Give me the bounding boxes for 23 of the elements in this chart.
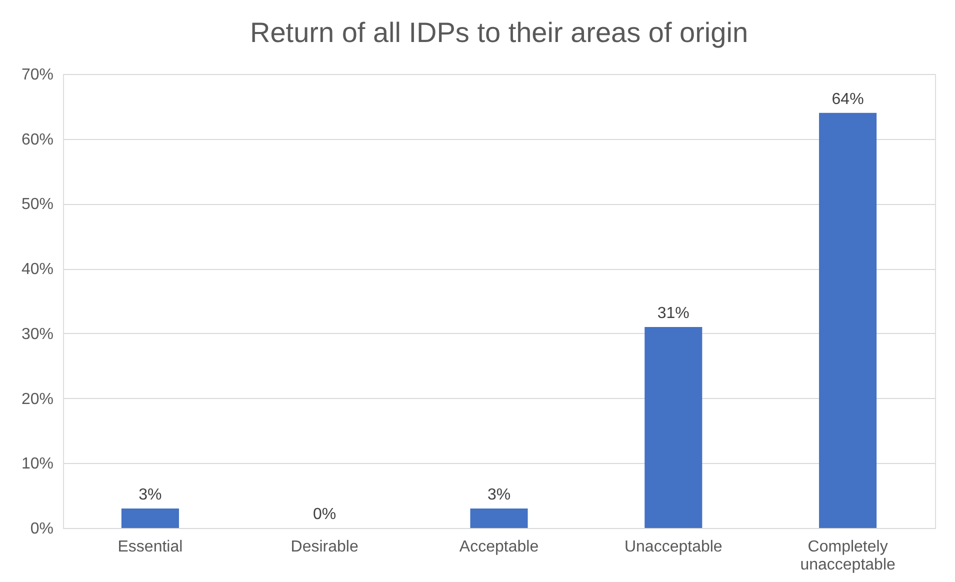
data-label: 0% xyxy=(313,506,336,523)
y-tick-label: 0% xyxy=(30,520,54,538)
bar xyxy=(121,508,179,528)
bar xyxy=(819,112,877,528)
y-tick-label: 40% xyxy=(21,261,54,278)
y-tick-label: 30% xyxy=(21,326,54,343)
data-label: 31% xyxy=(657,304,690,322)
y-tick-label: 70% xyxy=(21,66,54,84)
x-tick-label: Desirable xyxy=(290,538,358,556)
x-tick-label: Completely unacceptable xyxy=(800,538,896,574)
y-tick-label: 50% xyxy=(21,196,54,214)
x-tick-label: Acceptable xyxy=(459,538,539,556)
y-tick-label: 60% xyxy=(21,131,54,148)
bar xyxy=(470,508,528,528)
x-tick-label: Essential xyxy=(118,538,183,556)
data-label: 3% xyxy=(487,486,511,504)
bar xyxy=(644,326,702,528)
data-label: 3% xyxy=(138,486,162,504)
data-label: 64% xyxy=(832,90,864,108)
y-tick-label: 10% xyxy=(21,456,54,473)
x-tick-label: Unacceptable xyxy=(624,538,722,556)
y-tick-label: 20% xyxy=(21,390,54,408)
chart-title: Return of all IDPs to their areas of origin xyxy=(250,17,748,48)
